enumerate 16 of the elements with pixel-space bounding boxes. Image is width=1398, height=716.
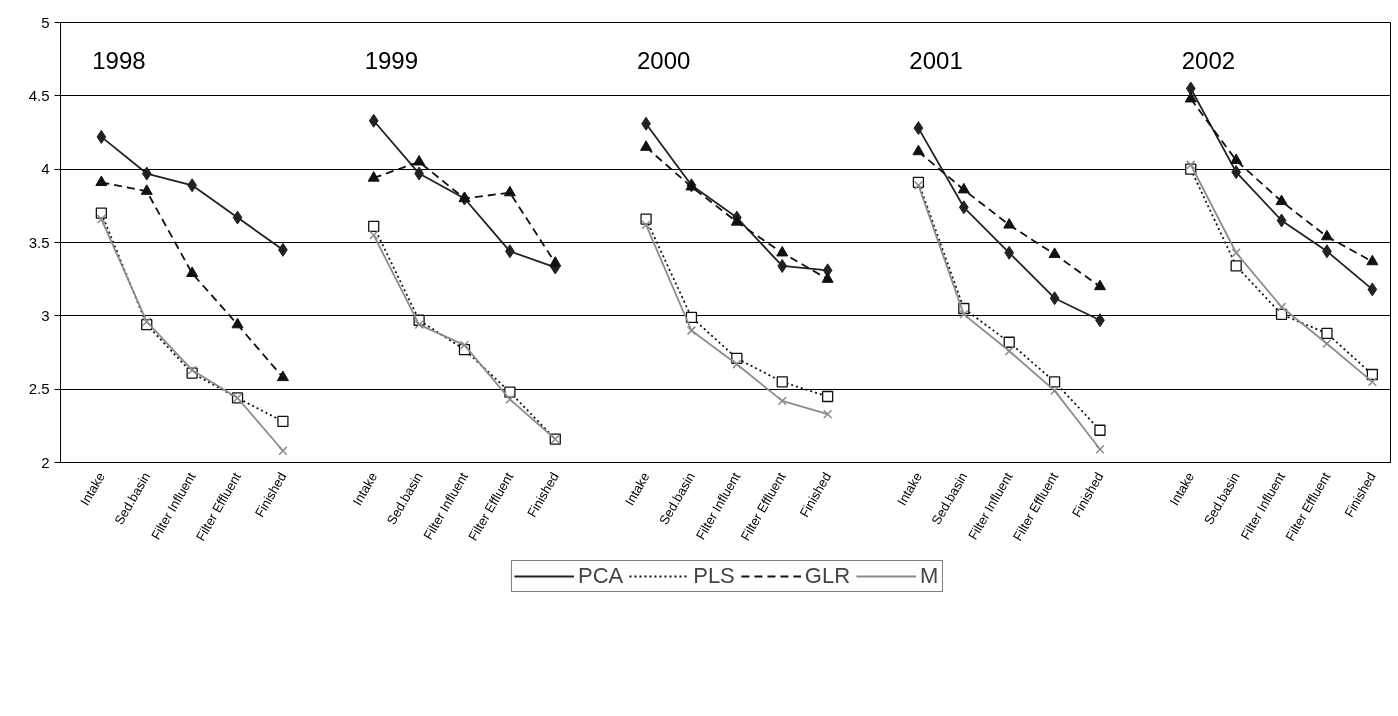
y-tick-label: 3.5 xyxy=(28,233,50,251)
y-tick-label: 2.5 xyxy=(28,380,50,398)
y-tick-label: 2 xyxy=(41,453,50,471)
y-tick-label: 5 xyxy=(41,13,50,31)
y-tick-label: 4 xyxy=(41,160,50,178)
annotation: 1998 xyxy=(92,47,146,75)
legend-label: GLR xyxy=(804,563,851,589)
y-tick-label: 4.5 xyxy=(28,86,50,104)
legend-label: M xyxy=(920,563,940,589)
y-tick-label: 3 xyxy=(41,306,50,324)
annotation: 2002 xyxy=(1181,47,1236,75)
annotation: 2000 xyxy=(636,47,691,75)
annotation: 1999 xyxy=(364,47,419,75)
legend-label: PCA xyxy=(577,563,624,589)
annotation: 2001 xyxy=(909,47,963,75)
legend-label: PLS xyxy=(693,563,735,589)
